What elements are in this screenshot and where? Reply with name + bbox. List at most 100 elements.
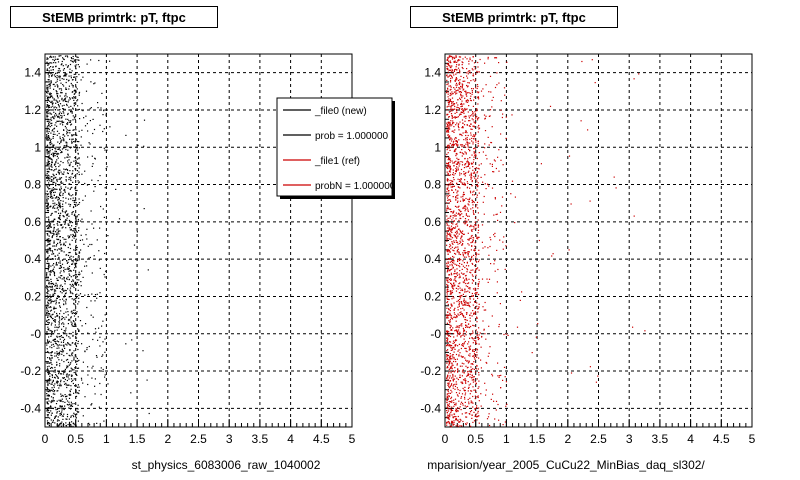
data-point [47,89,49,91]
data-point [472,79,474,81]
data-point [469,190,472,192]
data-point [451,222,453,224]
data-point [454,375,456,377]
data-point [46,333,48,335]
data-point [57,209,59,211]
data-point [46,225,48,227]
data-point [85,323,87,325]
data-point [78,279,80,281]
data-point [63,330,65,332]
data-point [49,406,51,408]
data-point [447,262,449,264]
data-point [466,207,468,209]
data-point [451,55,453,58]
data-point [448,265,450,267]
data-point [473,148,475,150]
data-point [446,250,448,252]
data-point [467,171,469,173]
y-tick-label: -0.4 [420,401,441,415]
data-point [474,354,476,356]
data-point [471,60,473,62]
data-point [67,112,69,115]
data-point [466,137,468,139]
data-point [56,134,58,136]
data-point [77,182,80,184]
data-point [469,301,471,303]
data-point [458,392,460,394]
data-point [467,374,469,376]
data-point [74,175,76,177]
data-point [73,309,75,311]
data-point [57,357,59,359]
data-point [61,351,63,353]
data-point [446,156,448,158]
data-point [50,169,52,171]
data-point [50,72,52,74]
data-point [61,151,63,153]
data-point [74,354,76,356]
data-point [455,353,458,356]
data-point [63,371,65,373]
data-point [454,137,457,139]
data-point [51,330,53,332]
data-point [76,184,78,186]
data-point [79,164,81,166]
data-point [70,176,72,178]
data-point [48,123,50,125]
data-point [478,236,480,238]
data-point [491,99,493,101]
data-point [49,56,51,58]
data-point [71,186,73,188]
data-point [464,251,466,253]
data-point [67,101,69,103]
data-point [49,165,51,167]
data-point [48,280,50,282]
data-point [46,88,48,90]
data-point [52,401,54,403]
data-point [472,172,474,174]
data-point [64,268,66,270]
data-point [76,100,78,102]
data-point [69,244,71,246]
data-point [47,276,49,278]
data-point [451,144,453,146]
data-point [66,73,68,75]
data-point [459,88,461,90]
data-point [450,230,452,232]
data-point [46,205,48,207]
data-point [449,307,452,309]
data-point [63,340,65,342]
y-tick-label: 1.2 [24,103,41,117]
data-point [507,334,509,336]
data-point [47,69,49,71]
data-point [49,248,51,250]
data-point [446,271,448,273]
data-point [472,56,474,58]
data-point [75,424,77,426]
data-point [58,352,60,354]
data-point [51,103,54,105]
data-point [448,415,450,417]
data-point [54,248,56,251]
data-point [453,234,455,236]
data-point [471,114,473,116]
data-point [55,303,57,305]
data-point [50,250,52,252]
data-point [63,361,65,363]
data-point [56,94,58,97]
data-point [69,205,71,207]
data-point [58,262,60,264]
data-point [458,258,460,260]
data-point [452,108,454,110]
data-point [66,333,68,335]
data-point [57,416,59,418]
data-point [449,105,451,107]
data-point [136,231,138,233]
data-point [462,289,464,292]
data-point [469,120,471,122]
data-point [53,154,55,156]
data-point [81,239,84,241]
data-point [472,239,474,241]
data-point [462,369,464,372]
data-point [47,248,49,250]
